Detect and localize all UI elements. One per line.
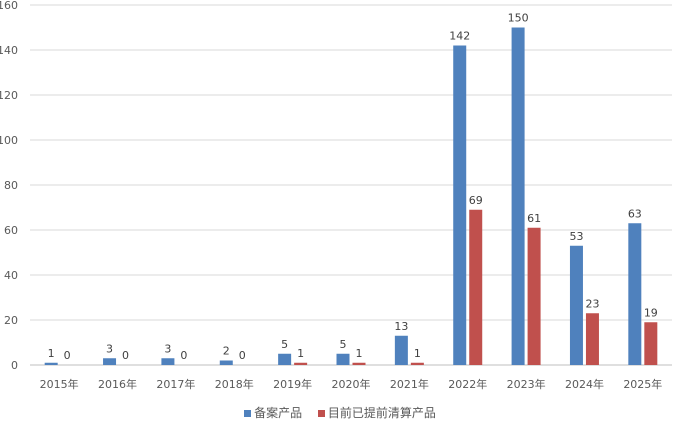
- bar: [336, 353, 350, 365]
- x-tick-label: 2025年: [623, 377, 662, 391]
- x-tick-label: 2018年: [215, 377, 254, 391]
- data-label: 69: [469, 194, 483, 207]
- data-label: 1: [48, 347, 55, 360]
- legend-item-series-0: 备案产品: [244, 404, 302, 421]
- y-tick-label: 160: [0, 0, 18, 12]
- data-label: 0: [239, 349, 246, 362]
- bar: [161, 358, 175, 365]
- bar: [569, 245, 583, 365]
- legend-swatch-blue: [244, 410, 252, 417]
- bar: [453, 45, 467, 365]
- data-label: 0: [122, 349, 129, 362]
- bar: [44, 362, 58, 365]
- data-label: 2: [223, 345, 230, 358]
- bar: [352, 362, 366, 365]
- data-label: 61: [527, 212, 541, 225]
- data-label: 1: [356, 347, 363, 360]
- bar: [278, 353, 292, 365]
- x-tick-label: 2016年: [98, 377, 137, 391]
- x-tick-label: 2019年: [273, 377, 312, 391]
- x-tick-label: 2022年: [448, 377, 487, 391]
- data-label: 19: [644, 306, 658, 319]
- y-tick-label: 120: [0, 89, 18, 102]
- data-label: 5: [281, 338, 288, 351]
- y-tick-label: 20: [4, 314, 18, 327]
- data-label: 13: [394, 320, 408, 333]
- bar: [394, 335, 408, 365]
- bar: [628, 223, 642, 365]
- data-label: 150: [508, 12, 529, 25]
- data-label: 0: [180, 349, 187, 362]
- data-label: 3: [106, 342, 113, 355]
- data-label: 142: [449, 30, 470, 43]
- y-tick-label: 40: [4, 269, 18, 282]
- x-tick-label: 2017年: [156, 377, 195, 391]
- x-tick-label: 2020年: [332, 377, 371, 391]
- data-label: 0: [64, 349, 71, 362]
- y-tick-label: 100: [0, 134, 18, 147]
- gridlines: [30, 4, 672, 366]
- legend-swatch-red: [317, 410, 325, 417]
- x-axis-labels: 2015年 2016年 2017年 2018年 2019年 2020年 2021年 2022年…: [40, 377, 663, 391]
- data-label: 1: [414, 347, 421, 360]
- bar: [103, 358, 117, 365]
- data-label: 63: [628, 207, 642, 220]
- legend: 备案产品 目前已提前清算产品: [0, 404, 680, 421]
- y-tick-label: 60: [4, 224, 18, 237]
- bar: [644, 322, 658, 365]
- x-tick-label: 2015年: [40, 377, 79, 391]
- bar: [511, 27, 525, 365]
- bars: [44, 27, 658, 365]
- bar: [410, 362, 424, 365]
- data-label: 1: [297, 347, 304, 360]
- bar: [527, 227, 541, 365]
- data-label: 5: [340, 338, 347, 351]
- y-tick-label: 80: [4, 179, 18, 192]
- x-tick-label: 2024年: [565, 377, 604, 391]
- legend-item-series-1: 目前已提前清算产品: [317, 404, 436, 421]
- x-tick-label: 2021年: [390, 377, 429, 391]
- bar: [585, 313, 599, 365]
- data-label: 53: [569, 230, 583, 243]
- y-tick-label: 140: [0, 44, 18, 57]
- y-axis-ticks: 0 20 40 60 80 100 120 140 160: [0, 0, 18, 372]
- bar: [294, 362, 308, 365]
- y-tick-label: 0: [11, 359, 18, 372]
- x-tick-label: 2023年: [507, 377, 546, 391]
- bar: [469, 209, 483, 365]
- bar: [219, 360, 233, 365]
- data-label: 3: [164, 342, 171, 355]
- data-label: 23: [585, 297, 599, 310]
